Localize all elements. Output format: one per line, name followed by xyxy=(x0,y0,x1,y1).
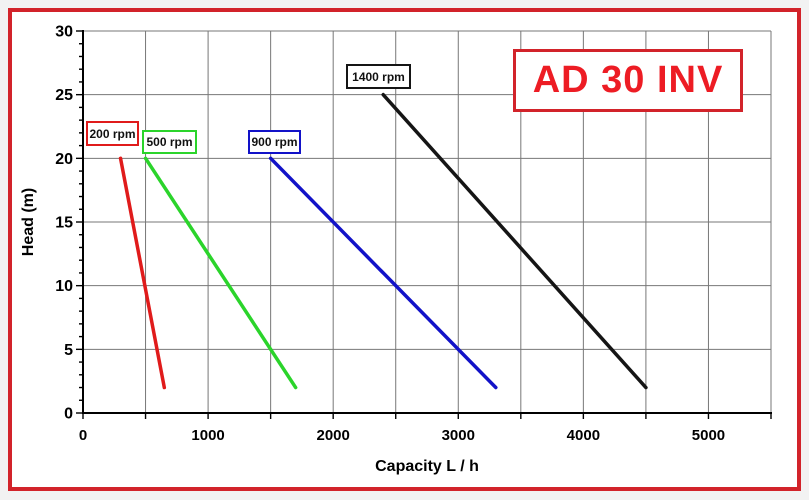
axis-ticks xyxy=(76,30,772,419)
tick-labels: 0 5 10 15 20 25 30 0 1000 2000 3000 4000 5000 xyxy=(55,24,725,445)
series-label-text: 500 rpm xyxy=(146,135,193,149)
x-tick-label-1000: 1000 xyxy=(191,427,224,444)
series-label-1400-rpm: 1400 rpm xyxy=(346,64,411,89)
series-label-900-rpm: 900 rpm xyxy=(248,130,301,154)
x-axis-title: Capacity L / h xyxy=(375,458,479,475)
x-tick-label-0: 0 xyxy=(79,427,87,444)
y-tick-label-30: 30 xyxy=(55,24,73,41)
series-label-text: 200 rpm xyxy=(89,126,136,141)
series-label-text: 1400 rpm xyxy=(352,69,405,84)
series-label-200-rpm: 200 rpm xyxy=(86,121,139,146)
x-tick-label-4000: 4000 xyxy=(567,427,600,444)
series-lines xyxy=(118,92,648,390)
model-title-box: AD 30 INV xyxy=(513,49,743,112)
y-tick-label-10: 10 xyxy=(55,278,73,295)
series-line-900-rpm xyxy=(268,156,498,390)
x-tick-label-3000: 3000 xyxy=(442,427,475,444)
y-tick-label-15: 15 xyxy=(55,215,73,232)
y-tick-label-25: 25 xyxy=(55,87,73,104)
series-label-500-rpm: 500 rpm xyxy=(142,130,197,154)
y-tick-label-20: 20 xyxy=(55,151,73,168)
series-label-text: 900 rpm xyxy=(251,135,298,149)
y-axis-title: Head (m) xyxy=(20,188,37,256)
x-tick-label-2000: 2000 xyxy=(316,427,349,444)
model-title-text: AD 30 INV xyxy=(532,59,724,101)
series-line-1400-rpm xyxy=(381,92,648,390)
y-tick-label-5: 5 xyxy=(64,342,73,359)
series-line-500-rpm xyxy=(143,156,298,390)
series-line-200-rpm xyxy=(118,156,167,390)
x-tick-label-5000: 5000 xyxy=(692,427,725,444)
y-tick-label-0: 0 xyxy=(64,406,73,423)
